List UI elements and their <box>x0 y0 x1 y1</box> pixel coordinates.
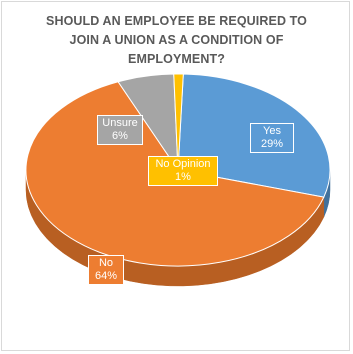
data-label-unsure: Unsure 6% <box>97 115 143 145</box>
data-label-no: No 64% <box>88 255 124 285</box>
data-label-no-opinion-name: No Opinion <box>152 158 214 171</box>
data-label-no-opinion-value: 1% <box>152 171 214 184</box>
data-label-no-value: 64% <box>92 270 120 283</box>
data-label-unsure-value: 6% <box>101 130 139 143</box>
data-label-no-opinion: No Opinion 1% <box>148 156 218 186</box>
data-label-unsure-name: Unsure <box>101 117 139 130</box>
data-label-yes-value: 29% <box>254 138 290 151</box>
data-label-no-name: No <box>92 257 120 270</box>
data-label-yes-name: Yes <box>254 125 290 138</box>
data-label-yes: Yes 29% <box>250 123 294 153</box>
